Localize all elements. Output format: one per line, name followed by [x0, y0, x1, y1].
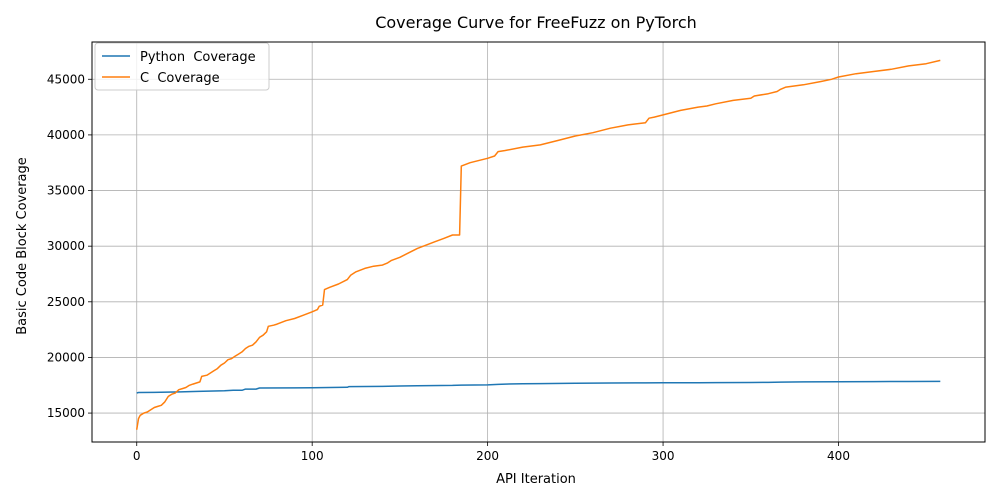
grid: [92, 42, 985, 442]
y-axis-label: Basic Code Block Coverage: [15, 157, 30, 335]
y-tick-label: 25000: [47, 295, 85, 309]
x-tick-label: 100: [301, 449, 324, 463]
legend-box: [94, 42, 270, 91]
legend-python-label: Python Coverage: [140, 50, 256, 65]
x-tick-label: 300: [652, 449, 675, 463]
y-tick-label: 30000: [47, 239, 85, 253]
x-tick-label: 400: [827, 449, 850, 463]
y-tick-label: 40000: [47, 128, 85, 142]
x-tick-label: 200: [476, 449, 499, 463]
y-tick-label: 20000: [47, 350, 85, 364]
legend-c-label: C Coverage: [140, 71, 220, 86]
y-tick-label: 15000: [47, 406, 85, 420]
plot-frame: [91, 41, 986, 443]
series-layer: [135, 59, 941, 430]
axis-ticks: 0 100 200 300 400 15000 20000 25000 30000 35000 40…: [47, 72, 850, 463]
x-tick-label: 0: [133, 449, 141, 463]
x-axis-label: API Iteration: [496, 472, 576, 487]
y-tick-label: 35000: [47, 184, 85, 198]
python-coverage-line: [136, 380, 941, 394]
chart-title: Coverage Curve for FreeFuzz on PyTorch: [375, 13, 697, 32]
y-tick-label: 45000: [47, 72, 85, 86]
legend: Python Coverage C Coverage: [94, 42, 270, 91]
c-coverage-line: [135, 59, 941, 430]
